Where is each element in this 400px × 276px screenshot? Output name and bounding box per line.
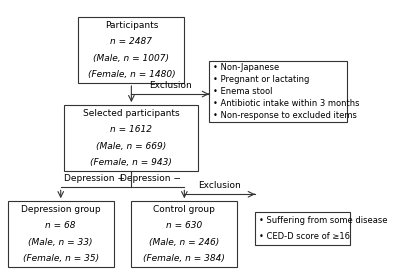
Text: n = 630: n = 630	[166, 221, 202, 230]
FancyBboxPatch shape	[131, 201, 237, 267]
Text: Depression +: Depression +	[64, 174, 125, 183]
Text: Participants: Participants	[105, 21, 158, 30]
FancyBboxPatch shape	[255, 212, 350, 245]
Text: Exclusion: Exclusion	[149, 81, 192, 90]
Text: Depression group: Depression group	[21, 205, 100, 214]
Text: (Female, n = 384): (Female, n = 384)	[144, 254, 225, 263]
Text: (Female, n = 1480): (Female, n = 1480)	[88, 70, 175, 79]
Text: n = 1612: n = 1612	[110, 125, 152, 134]
Text: • Suffering from some disease: • Suffering from some disease	[259, 216, 388, 225]
Text: n = 2487: n = 2487	[110, 37, 152, 46]
FancyBboxPatch shape	[209, 61, 347, 121]
Text: Depression −: Depression −	[120, 174, 181, 183]
Text: • CED-D score of ≥16: • CED-D score of ≥16	[259, 232, 350, 241]
Text: (Female, n = 943): (Female, n = 943)	[90, 158, 172, 167]
Text: (Male, n = 669): (Male, n = 669)	[96, 142, 166, 151]
Text: (Female, n = 35): (Female, n = 35)	[23, 254, 99, 263]
Text: Selected participants: Selected participants	[83, 109, 180, 118]
Text: n = 68: n = 68	[46, 221, 76, 230]
Text: (Male, n = 1007): (Male, n = 1007)	[93, 54, 169, 63]
FancyBboxPatch shape	[64, 105, 198, 171]
Text: • Non-response to excluded items: • Non-response to excluded items	[213, 111, 357, 120]
Text: • Antibiotic intake within 3 months: • Antibiotic intake within 3 months	[213, 99, 360, 108]
Text: • Non-Japanese: • Non-Japanese	[213, 63, 280, 72]
Text: (Male, n = 33): (Male, n = 33)	[28, 238, 93, 247]
FancyBboxPatch shape	[8, 201, 114, 267]
Text: Exclusion: Exclusion	[198, 181, 241, 190]
Text: (Male, n = 246): (Male, n = 246)	[149, 238, 220, 247]
Text: • Pregnant or lactating: • Pregnant or lactating	[213, 75, 310, 84]
Text: Control group: Control group	[154, 205, 215, 214]
FancyBboxPatch shape	[78, 17, 184, 83]
Text: • Enema stool: • Enema stool	[213, 87, 273, 96]
